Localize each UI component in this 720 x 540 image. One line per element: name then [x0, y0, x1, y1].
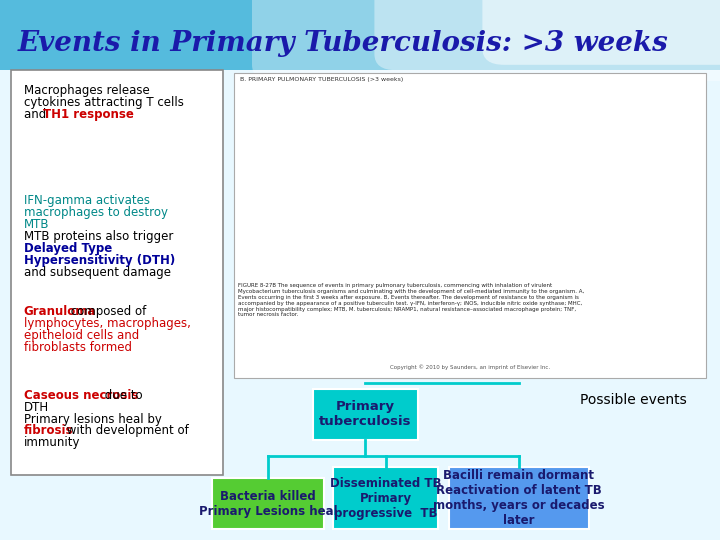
Text: B. PRIMARY PULMONARY TUBERCULOSIS (>3 weeks): B. PRIMARY PULMONARY TUBERCULOSIS (>3 we…	[240, 77, 403, 82]
Text: lymphocytes, macrophages,: lymphocytes, macrophages,	[24, 317, 191, 330]
Text: fibrosis: fibrosis	[24, 424, 73, 437]
Text: MTB proteins also trigger: MTB proteins also trigger	[24, 230, 173, 243]
Text: Granuloma: Granuloma	[24, 305, 96, 318]
FancyBboxPatch shape	[333, 467, 438, 529]
FancyBboxPatch shape	[482, 0, 720, 65]
Text: IFN-gamma activates: IFN-gamma activates	[24, 194, 150, 207]
Text: Hypersensitivity (DTH): Hypersensitivity (DTH)	[24, 254, 175, 267]
Text: Bacilli remain dormant
Reactivation of latent TB
months, years or decades
later: Bacilli remain dormant Reactivation of l…	[433, 469, 605, 527]
FancyBboxPatch shape	[252, 0, 720, 81]
Text: Events in Primary Tuberculosis: >3 weeks: Events in Primary Tuberculosis: >3 weeks	[18, 30, 669, 57]
Text: immunity: immunity	[24, 436, 80, 449]
Text: and: and	[24, 107, 50, 120]
Text: Primary
tuberculosis: Primary tuberculosis	[319, 401, 412, 428]
Text: DTH: DTH	[24, 401, 49, 414]
FancyBboxPatch shape	[374, 0, 720, 70]
FancyBboxPatch shape	[449, 467, 589, 529]
Text: Macrophages release: Macrophages release	[24, 84, 150, 97]
Text: and subsequent damage: and subsequent damage	[24, 266, 171, 279]
Text: MTB: MTB	[24, 218, 49, 231]
Text: Disseminated TB
Primary
progressive  TB: Disseminated TB Primary progressive TB	[330, 477, 441, 519]
Text: due to: due to	[102, 389, 143, 402]
Text: TH1 response: TH1 response	[43, 107, 134, 120]
Text: FIGURE 8-27B The sequence of events in primary pulmonary tuberculosis, commencin: FIGURE 8-27B The sequence of events in p…	[238, 284, 584, 318]
Text: Primary lesions heal by: Primary lesions heal by	[24, 413, 161, 426]
FancyBboxPatch shape	[0, 0, 720, 70]
Text: epitheloid cells and: epitheloid cells and	[24, 329, 139, 342]
Text: Bacteria killed
Primary Lesions heal: Bacteria killed Primary Lesions heal	[199, 490, 338, 517]
Text: cytokines attracting T cells: cytokines attracting T cells	[24, 96, 184, 109]
Text: Copyright © 2010 by Saunders, an imprint of Elsevier Inc.: Copyright © 2010 by Saunders, an imprint…	[390, 364, 550, 370]
Text: fibroblasts formed: fibroblasts formed	[24, 341, 132, 354]
Text: composed of: composed of	[68, 305, 147, 318]
Text: Delayed Type: Delayed Type	[24, 242, 112, 255]
Text: Possible events: Possible events	[580, 393, 687, 407]
Text: macrophages to destroy: macrophages to destroy	[24, 206, 168, 219]
Text: with development of: with development of	[63, 424, 188, 437]
FancyBboxPatch shape	[234, 73, 706, 378]
FancyBboxPatch shape	[313, 389, 418, 440]
Text: Caseous necrosis: Caseous necrosis	[24, 389, 138, 402]
FancyBboxPatch shape	[0, 70, 720, 540]
FancyBboxPatch shape	[11, 70, 223, 475]
FancyBboxPatch shape	[212, 478, 324, 529]
